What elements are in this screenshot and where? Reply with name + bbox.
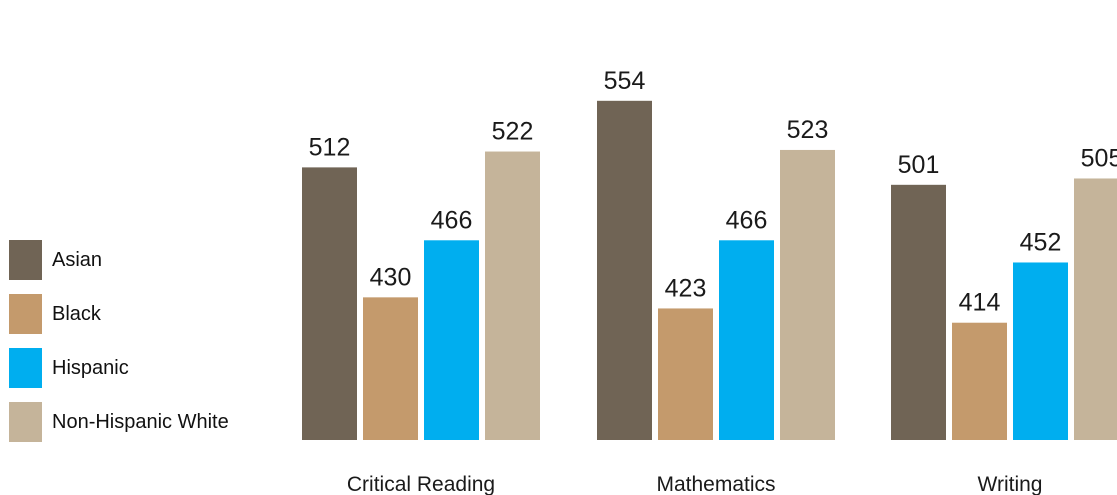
bar-writing-hispanic [1013, 262, 1068, 440]
bar-critical-reading-non-hispanic-white [485, 151, 540, 440]
legend-label-hispanic: Hispanic [52, 356, 129, 379]
legend-swatch-non-hispanic-white [9, 402, 42, 442]
bar-mathematics-hispanic [719, 240, 774, 440]
data-label-mathematics-hispanic: 466 [726, 206, 768, 234]
bar-writing-black [952, 322, 1007, 440]
bar-mathematics-non-hispanic-white [780, 149, 835, 440]
data-label-critical-reading-asian: 512 [309, 133, 351, 161]
legend-swatch-hispanic [9, 348, 42, 388]
category-label-writing: Writing [978, 473, 1043, 495]
legend-label-non-hispanic-white: Non-Hispanic White [52, 410, 229, 433]
data-label-critical-reading-non-hispanic-white: 522 [492, 118, 534, 146]
data-label-writing-asian: 501 [898, 151, 940, 179]
legend-item-non-hispanic-white: Non-Hispanic White [9, 395, 229, 449]
data-label-writing-non-hispanic-white: 505 [1081, 144, 1117, 172]
bar-critical-reading-hispanic [424, 240, 479, 440]
legend-swatch-black [9, 294, 42, 334]
data-label-critical-reading-black: 430 [370, 263, 412, 291]
legend: Asian Black Hispanic Non-Hispanic White [9, 233, 229, 449]
legend-item-black: Black [9, 287, 229, 341]
data-label-writing-black: 414 [959, 289, 1001, 317]
legend-label-black: Black [52, 302, 101, 325]
bar-critical-reading-black [363, 297, 418, 440]
legend-swatch-asian [9, 240, 42, 280]
bar-writing-non-hispanic-white [1074, 178, 1117, 440]
legend-item-asian: Asian [9, 233, 229, 287]
data-label-mathematics-asian: 554 [604, 67, 646, 95]
legend-item-hispanic: Hispanic [9, 341, 229, 395]
bar-writing-asian [891, 184, 946, 440]
bar-critical-reading-asian [302, 167, 357, 440]
category-label-mathematics: Mathematics [656, 473, 775, 495]
category-label-critical-reading: Critical Reading [347, 473, 495, 495]
bar-mathematics-asian [597, 100, 652, 440]
data-label-writing-hispanic: 452 [1020, 228, 1062, 256]
data-label-mathematics-black: 423 [665, 274, 707, 302]
legend-label-asian: Asian [52, 248, 103, 271]
bar-mathematics-black [658, 308, 713, 440]
data-label-mathematics-non-hispanic-white: 523 [787, 116, 829, 144]
data-label-critical-reading-hispanic: 466 [431, 206, 473, 234]
